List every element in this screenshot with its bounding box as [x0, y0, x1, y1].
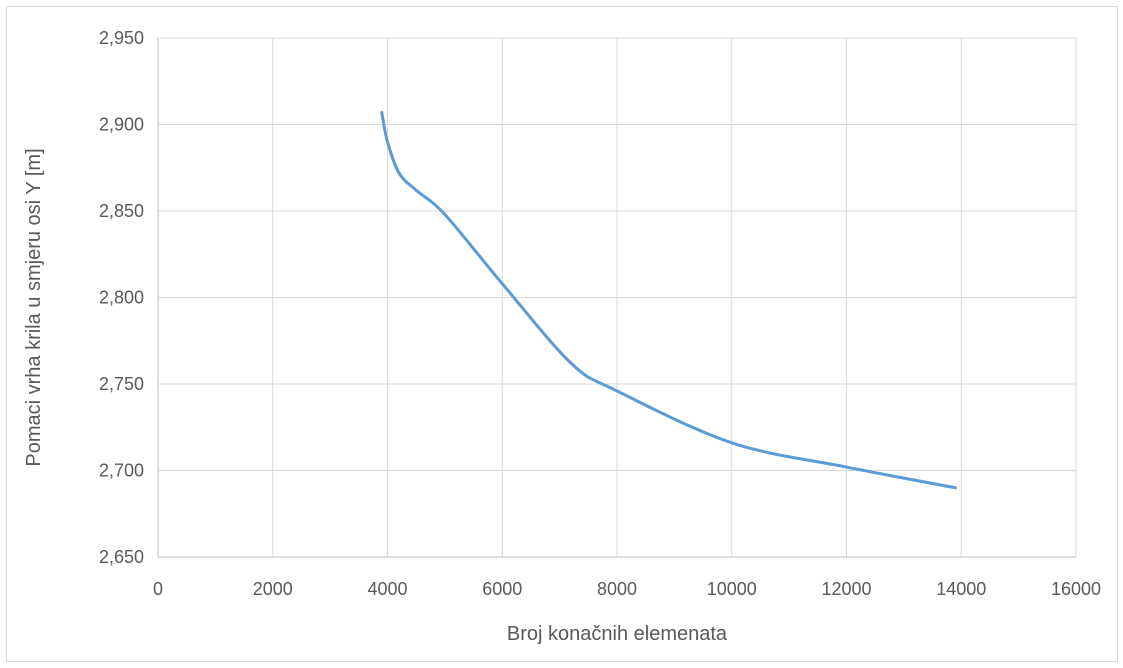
y-tick-label: 2,900 [99, 115, 144, 135]
y-tick-label: 2,700 [99, 461, 144, 481]
x-tick-label: 2000 [253, 579, 293, 599]
x-axis-title: Broj konačnih elemenata [507, 623, 728, 645]
x-tick-label: 4000 [367, 579, 407, 599]
x-tick-label: 8000 [597, 579, 637, 599]
x-tick-label: 14000 [936, 579, 986, 599]
axes [157, 38, 1076, 558]
x-tick-label: 0 [153, 579, 163, 599]
tick-labels: 2,650 2,700 2,750 2,800 2,850 2,900 2,950 0 2000… [99, 28, 1101, 599]
x-tick-label: 16000 [1051, 579, 1101, 599]
series-line [380, 110, 958, 490]
y-tick-label: 2,950 [99, 28, 144, 48]
y-tick-label: 2,750 [99, 374, 144, 394]
y-axis-title: Pomaci vrha krila u smjeru osi Y [m] [23, 148, 45, 466]
grid [158, 37, 1077, 557]
y-tick-label: 2,800 [99, 288, 144, 308]
y-tick-label: 2,650 [99, 547, 144, 567]
x-tick-label: 6000 [482, 579, 522, 599]
x-tick-label: 12000 [821, 579, 871, 599]
x-tick-label: 10000 [707, 579, 757, 599]
chart-frame [6, 6, 1118, 662]
series-layer [380, 110, 958, 490]
y-tick-label: 2,850 [99, 201, 144, 221]
